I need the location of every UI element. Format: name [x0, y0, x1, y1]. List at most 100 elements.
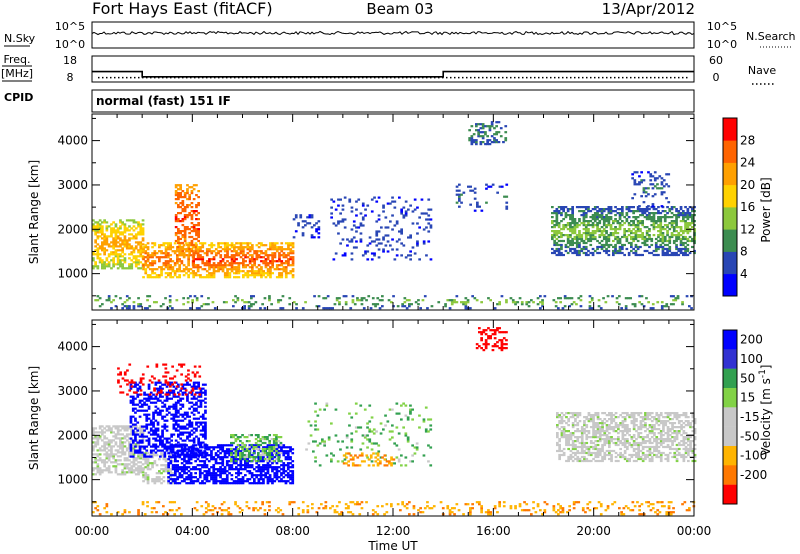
power-cell [248, 246, 252, 249]
power-cell [352, 246, 356, 249]
velocity-cell [147, 383, 151, 386]
power-cell [679, 208, 683, 211]
velocity-cell [266, 476, 270, 479]
velocity-cell [195, 397, 198, 400]
power-cell [672, 303, 675, 306]
power-cell [641, 224, 644, 227]
velocity-cell [284, 474, 288, 477]
power-cell [289, 256, 293, 259]
power-cell [584, 247, 588, 251]
power-cell [375, 230, 379, 233]
power-cell [598, 216, 602, 219]
power-cell [132, 249, 136, 252]
velocity-cell [323, 444, 326, 447]
velocity-cell [277, 470, 281, 473]
velocity-cell [151, 462, 154, 465]
power-cell [291, 276, 295, 279]
velocity-cell [216, 470, 220, 473]
velocity-cell [314, 460, 317, 463]
power-cell [250, 297, 253, 300]
power-cell [598, 222, 602, 225]
power-cell [551, 220, 554, 223]
power-cell [607, 234, 611, 237]
velocity-cell [368, 430, 372, 433]
power-cell [633, 181, 637, 184]
velocity-cell [198, 474, 202, 477]
power-cell [557, 249, 561, 253]
velocity-cell [248, 444, 252, 447]
velocity-cell [161, 433, 164, 436]
power-cell [201, 262, 205, 265]
power-cell [352, 236, 356, 239]
power-cell [458, 199, 461, 202]
power-cell [237, 272, 241, 275]
power-cell [591, 247, 595, 251]
power-cell [643, 226, 647, 229]
power-cell [675, 208, 678, 211]
power-cell [468, 137, 471, 140]
power-cell [416, 206, 419, 209]
power-cell [466, 301, 470, 304]
power-cell [682, 247, 685, 251]
power-cell [557, 226, 561, 229]
velocity-cell [178, 476, 182, 479]
power-cell [204, 303, 208, 306]
velocity-cell [261, 441, 265, 445]
power-cell [144, 260, 148, 263]
power-cell [284, 276, 288, 279]
velocity-cell [366, 422, 369, 425]
velocity-cell [105, 467, 109, 470]
power-cell [659, 218, 663, 221]
velocity-cell [189, 456, 193, 459]
power-cell [228, 276, 232, 279]
power-cell [625, 237, 629, 241]
velocity-cell [241, 453, 244, 457]
power-cell [308, 216, 312, 219]
power-cell [562, 206, 565, 209]
power-cell [251, 256, 254, 259]
power-cell [571, 212, 574, 215]
power-cell [130, 247, 134, 250]
velocity-cell [264, 474, 267, 477]
velocity-cell [168, 405, 171, 408]
power-cell [164, 250, 168, 253]
velocity-cell [161, 435, 164, 438]
velocity-cell [205, 444, 209, 447]
power-cell [142, 258, 145, 261]
velocity-cell [235, 482, 238, 485]
velocity-cell [126, 379, 129, 382]
power-cell [653, 177, 657, 180]
velocity-cell [185, 444, 188, 447]
power-cell [555, 237, 559, 241]
power-cell [289, 258, 293, 261]
velocity-cell [201, 415, 205, 418]
velocity-cell [210, 478, 213, 481]
velocity-cell [123, 467, 127, 470]
power-cell [580, 210, 584, 213]
power-cell [125, 241, 129, 244]
velocity-cell [234, 449, 238, 453]
velocity-cell [176, 444, 179, 447]
power-cell [178, 270, 181, 273]
velocity-cell [178, 393, 181, 396]
power-cell [600, 208, 604, 211]
power-cell [196, 266, 200, 269]
velocity-cell [150, 381, 154, 384]
power-cell [162, 264, 166, 267]
power-cell [164, 254, 168, 257]
velocity-cell [177, 445, 180, 448]
power-cell [400, 228, 403, 231]
power-cell [623, 230, 626, 233]
power-cell [255, 244, 259, 247]
power-cell [226, 242, 229, 245]
power-cell [584, 232, 588, 235]
power-cell [252, 303, 255, 306]
power-cell [259, 307, 262, 310]
power-cell [201, 242, 205, 245]
power-cell [514, 303, 517, 306]
power-cell [661, 226, 665, 229]
power-cell [233, 258, 236, 261]
power-cell [645, 249, 649, 253]
power-cell [605, 243, 608, 247]
power-cell [496, 191, 499, 194]
